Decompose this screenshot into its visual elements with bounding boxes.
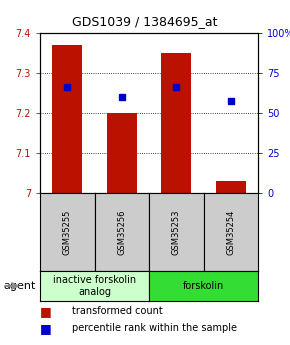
Text: inactive forskolin
analog: inactive forskolin analog bbox=[53, 275, 136, 297]
Bar bbox=[161, 53, 191, 193]
Text: ■: ■ bbox=[40, 322, 52, 335]
Text: GSM35256: GSM35256 bbox=[117, 209, 126, 255]
Text: agent: agent bbox=[3, 281, 35, 291]
Text: GSM35253: GSM35253 bbox=[172, 209, 181, 255]
Text: transformed count: transformed count bbox=[72, 306, 163, 316]
Text: ■: ■ bbox=[40, 305, 52, 318]
Text: GSM35254: GSM35254 bbox=[226, 209, 235, 255]
Bar bbox=[52, 45, 82, 193]
Text: percentile rank within the sample: percentile rank within the sample bbox=[72, 323, 237, 333]
Bar bbox=[216, 181, 246, 193]
Text: GSM35255: GSM35255 bbox=[63, 209, 72, 255]
Text: GDS1039 / 1384695_at: GDS1039 / 1384695_at bbox=[72, 15, 218, 28]
Bar bbox=[107, 113, 137, 193]
Text: forskolin: forskolin bbox=[183, 281, 224, 291]
